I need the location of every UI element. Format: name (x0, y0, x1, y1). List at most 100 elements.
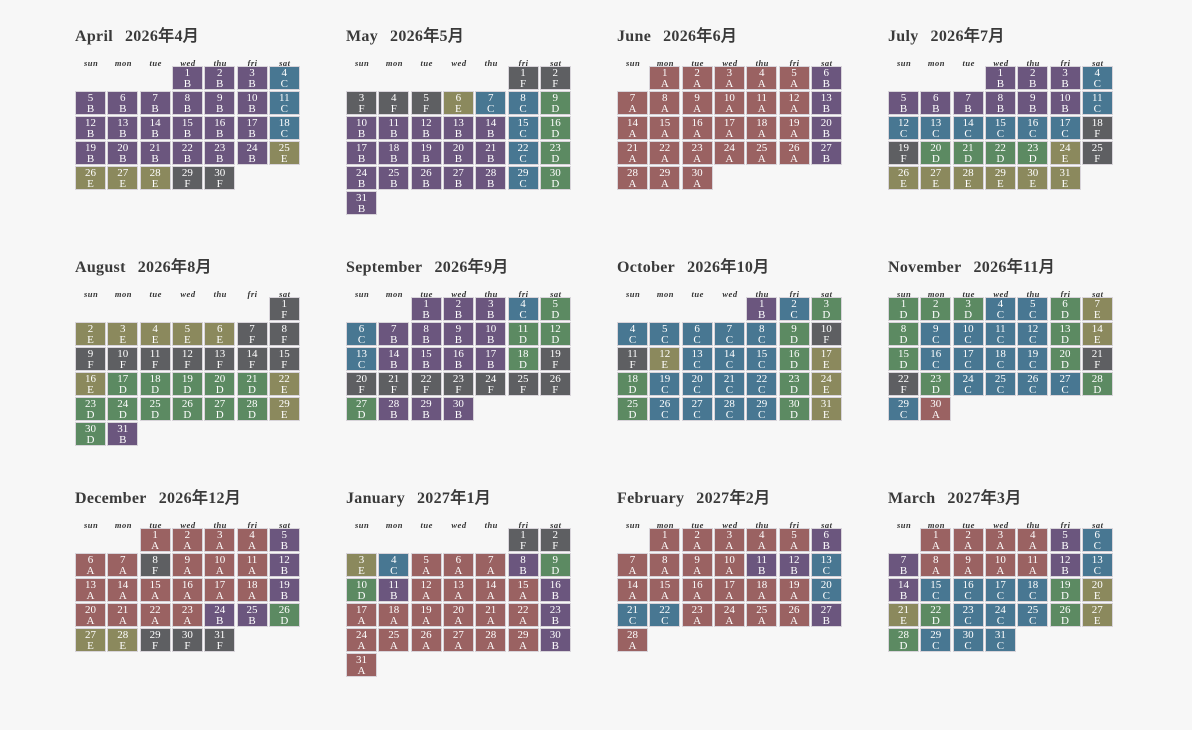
day-cell[interactable]: 21 A (617, 141, 648, 165)
day-cell[interactable]: 17 E (810, 347, 842, 371)
day-cell[interactable]: 13 C (346, 347, 377, 371)
day-cell[interactable]: 14 A (107, 578, 139, 602)
day-cell[interactable]: 25 A (746, 141, 778, 165)
day-cell[interactable]: 19 A (778, 116, 810, 140)
day-cell[interactable]: 31 B (346, 191, 377, 215)
day-cell[interactable]: 15 C (507, 116, 539, 140)
day-cell[interactable]: 20 D (1049, 347, 1081, 371)
day-cell[interactable]: 27 B (810, 603, 842, 627)
day-cell[interactable]: 25 D (139, 397, 171, 421)
day-cell[interactable]: 25 B (236, 603, 268, 627)
day-cell[interactable]: 15 C (746, 347, 778, 371)
day-cell[interactable]: 11 C (268, 91, 300, 115)
day-cell[interactable]: 17 B (346, 141, 377, 165)
day-cell[interactable]: 13 D (1049, 322, 1081, 346)
day-cell[interactable]: 16 A (681, 578, 713, 602)
day-cell[interactable]: 29 C (507, 166, 539, 190)
day-cell[interactable]: 29 E (984, 166, 1016, 190)
day-cell[interactable]: 14 A (617, 578, 648, 602)
day-cell[interactable]: 18 A (746, 116, 778, 140)
day-cell[interactable]: 27 E (1081, 603, 1113, 627)
day-cell[interactable]: 12 B (778, 553, 810, 577)
day-cell[interactable]: 23 B (539, 603, 571, 627)
day-cell[interactable]: 25 F (507, 372, 539, 396)
day-cell[interactable]: 16 B (204, 116, 236, 140)
day-cell[interactable]: 14 A (475, 578, 507, 602)
day-cell[interactable]: 14 B (888, 578, 919, 602)
day-cell[interactable]: 26 A (778, 141, 810, 165)
day-cell[interactable]: 28 D (236, 397, 268, 421)
day-cell[interactable]: 28 E (107, 628, 139, 652)
day-cell[interactable]: 21 B (139, 141, 171, 165)
day-cell[interactable]: 15 A (139, 578, 171, 602)
day-cell[interactable]: 10 A (984, 553, 1016, 577)
day-cell[interactable]: 17 C (984, 578, 1016, 602)
day-cell[interactable]: 25 C (984, 372, 1016, 396)
day-cell[interactable]: 18 A (378, 603, 410, 627)
day-cell[interactable]: 22 D (984, 141, 1016, 165)
day-cell[interactable]: 17 B (236, 116, 268, 140)
day-cell[interactable]: 11 C (1081, 91, 1113, 115)
day-cell[interactable]: 15 A (507, 578, 539, 602)
day-cell[interactable]: 14 B (378, 347, 410, 371)
day-cell[interactable]: 12 A (778, 91, 810, 115)
day-cell[interactable]: 30 D (539, 166, 571, 190)
day-cell[interactable]: 18 B (378, 141, 410, 165)
day-cell[interactable]: 19 A (778, 578, 810, 602)
day-cell[interactable]: 18 D (617, 372, 648, 396)
day-cell[interactable]: 29 F (171, 166, 203, 190)
day-cell[interactable]: 23 D (778, 372, 810, 396)
day-cell[interactable]: 28 E (952, 166, 984, 190)
day-cell[interactable]: 26 C (649, 397, 681, 421)
day-cell[interactable]: 30 A (681, 166, 713, 190)
day-cell[interactable]: 24 F (475, 372, 507, 396)
day-cell[interactable]: 16 C (1017, 116, 1049, 140)
day-cell[interactable]: 29 C (920, 628, 952, 652)
day-cell[interactable]: 10 B (346, 116, 377, 140)
day-cell[interactable]: 24 E (810, 372, 842, 396)
day-cell[interactable]: 14 B (475, 116, 507, 140)
day-cell[interactable]: 25 B (378, 166, 410, 190)
day-cell[interactable]: 22 C (746, 372, 778, 396)
day-cell[interactable]: 24 D (107, 397, 139, 421)
day-cell[interactable]: 26 D (1049, 603, 1081, 627)
day-cell[interactable]: 11 B (378, 116, 410, 140)
day-cell[interactable]: 29 A (507, 628, 539, 652)
day-cell[interactable]: 24 E (1049, 141, 1081, 165)
day-cell[interactable]: 27 B (810, 141, 842, 165)
day-cell[interactable]: 31 F (204, 628, 236, 652)
day-cell[interactable]: 15 F (268, 347, 300, 371)
day-cell[interactable]: 22 A (139, 603, 171, 627)
